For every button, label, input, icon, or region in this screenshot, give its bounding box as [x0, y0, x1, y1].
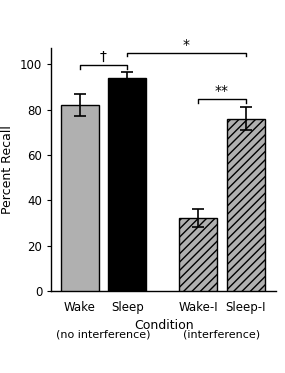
Text: †: †: [100, 50, 107, 65]
Text: (interference): (interference): [183, 330, 260, 340]
Text: *: *: [183, 38, 190, 52]
Text: (no interference): (no interference): [56, 330, 151, 340]
Y-axis label: Percent Recall: Percent Recall: [1, 125, 15, 214]
Text: **: **: [215, 84, 229, 98]
Bar: [227, 119, 264, 291]
Bar: [108, 78, 146, 291]
Bar: [61, 105, 99, 291]
X-axis label: Condition: Condition: [134, 319, 194, 332]
Bar: [179, 219, 217, 291]
